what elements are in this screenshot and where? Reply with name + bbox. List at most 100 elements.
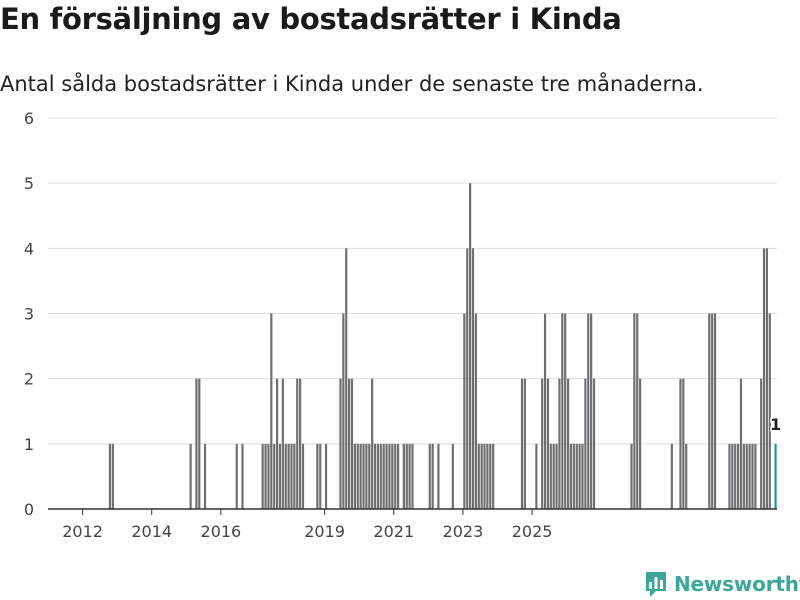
bar [492, 443, 495, 509]
bar [739, 378, 743, 509]
bar [708, 313, 711, 509]
bar [567, 378, 570, 509]
bar [368, 443, 371, 509]
chart-title: En försäljning av bostadsrätter i Kinda [0, 2, 622, 36]
bar [636, 313, 639, 509]
bar [590, 313, 593, 509]
bar [345, 248, 348, 510]
bar [108, 443, 112, 509]
bar [198, 378, 201, 509]
bar [584, 378, 587, 509]
y-tick-label: 5 [24, 174, 34, 193]
bar [639, 378, 642, 509]
bar [762, 248, 766, 510]
bar [713, 313, 717, 509]
bar [293, 443, 296, 509]
bar [267, 443, 270, 509]
bar [768, 313, 771, 509]
bar [203, 443, 207, 509]
gridlines [48, 117, 777, 445]
x-tick-label: 2016 [201, 522, 242, 541]
bar [273, 443, 276, 509]
bar [543, 313, 547, 509]
brand-logo: Newsworthy [644, 569, 800, 599]
bar [734, 443, 737, 509]
bar [195, 378, 198, 509]
bar [261, 443, 264, 509]
bar [633, 313, 636, 509]
bar [685, 443, 688, 509]
bar [411, 443, 414, 509]
bar [348, 378, 351, 509]
bar [471, 248, 475, 510]
brand-name: Newsworthy [674, 572, 800, 596]
bar [731, 443, 734, 509]
bar [765, 248, 769, 510]
bar [489, 443, 492, 509]
bar [535, 443, 538, 509]
bar [353, 443, 356, 509]
bar [281, 378, 284, 509]
bar [552, 443, 555, 509]
bar [569, 443, 573, 509]
bar [301, 443, 305, 509]
bar [342, 313, 345, 509]
bar [299, 378, 302, 509]
bar [189, 443, 192, 509]
bar [388, 443, 391, 509]
bar [477, 443, 480, 509]
bar-highlight [774, 443, 777, 509]
y-tick-label: 4 [24, 239, 34, 258]
bar [463, 313, 466, 509]
y-tick-label: 3 [24, 305, 34, 324]
bar [546, 378, 550, 509]
bar [431, 443, 434, 509]
bar [394, 443, 397, 509]
bar [371, 378, 374, 509]
bar [376, 443, 380, 509]
x-tick-label: 2023 [443, 522, 484, 541]
bar [592, 378, 596, 509]
bar [362, 443, 365, 509]
bar [483, 443, 486, 509]
bar [742, 443, 745, 509]
bar [469, 183, 472, 509]
bar [379, 443, 382, 509]
bar [385, 443, 388, 509]
bar [541, 378, 544, 509]
bar [428, 443, 431, 509]
bar [523, 378, 526, 509]
bar [316, 443, 319, 509]
annotations: 1 [768, 413, 782, 435]
bar [290, 443, 293, 509]
bar [728, 443, 731, 509]
bar [679, 378, 682, 509]
bar [359, 443, 362, 509]
bar [350, 378, 354, 509]
bar [339, 378, 342, 509]
bar [284, 443, 287, 509]
bar [745, 443, 748, 509]
bar [437, 443, 440, 509]
bar [561, 313, 564, 509]
bar [670, 443, 673, 509]
bar [558, 378, 561, 509]
y-tick-label: 1 [24, 435, 34, 454]
bar [264, 443, 267, 509]
bar [682, 378, 685, 509]
last-value-label: 1 [770, 415, 781, 434]
bar [451, 443, 454, 509]
x-tick-label: 2012 [62, 522, 103, 541]
bar [391, 443, 394, 509]
bar [555, 443, 558, 509]
newsworthy-icon [646, 572, 666, 597]
bar [581, 443, 584, 509]
bars [108, 183, 777, 510]
bar [754, 443, 757, 509]
bar [748, 443, 751, 509]
bar [278, 443, 282, 509]
x-tick-label: 2025 [512, 522, 553, 541]
bar [474, 313, 477, 509]
bar [296, 378, 299, 509]
bar [520, 378, 524, 509]
